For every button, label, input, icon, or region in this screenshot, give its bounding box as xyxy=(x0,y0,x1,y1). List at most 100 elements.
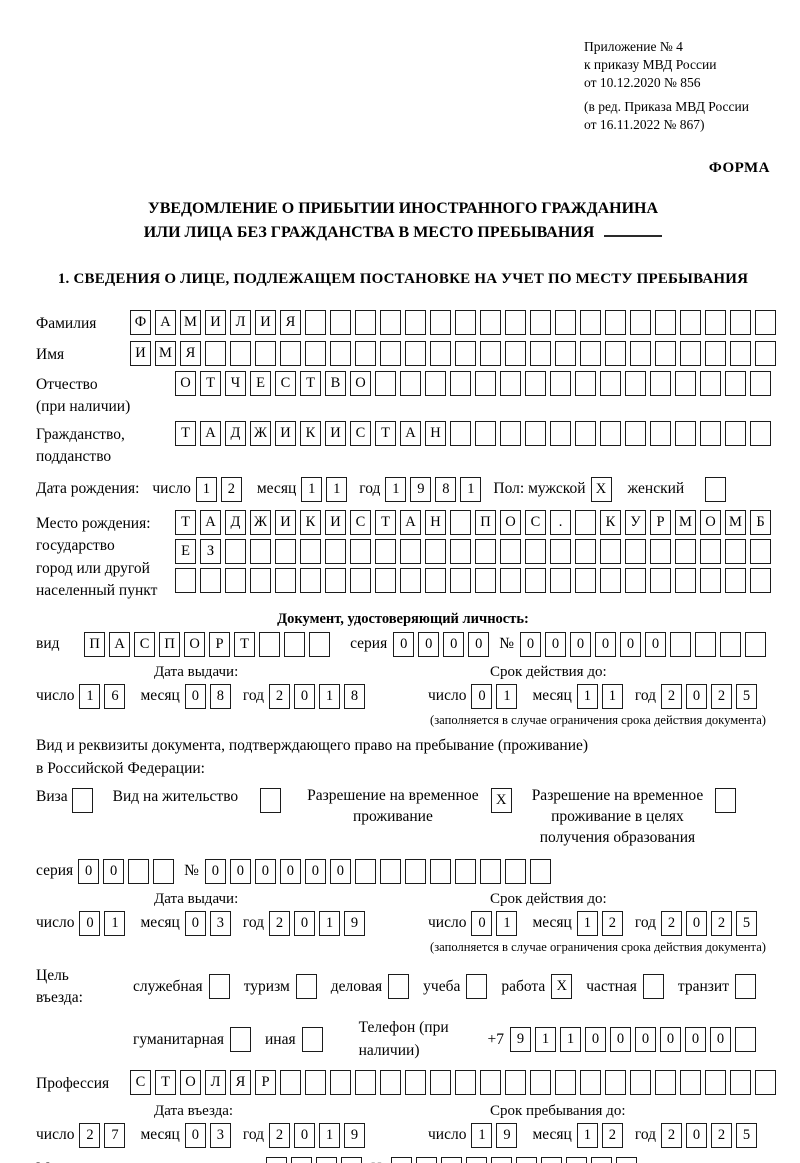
form-cell[interactable] xyxy=(475,420,496,446)
form-cell[interactable]: Т xyxy=(200,371,221,396)
form-cell[interactable] xyxy=(375,371,396,396)
form-cell[interactable] xyxy=(450,567,471,593)
form-cell[interactable] xyxy=(565,1156,587,1163)
form-cell[interactable]: 0 xyxy=(515,1156,537,1163)
form-cell[interactable]: 0 xyxy=(440,1156,462,1163)
form-cell[interactable] xyxy=(208,974,230,1000)
form-cell[interactable] xyxy=(730,310,751,336)
form-cell[interactable]: 5 xyxy=(736,683,758,709)
form-cell[interactable]: 0 xyxy=(254,858,276,884)
form-cell[interactable]: 9 xyxy=(410,476,432,502)
form-cell[interactable] xyxy=(700,371,721,396)
form-cell[interactable] xyxy=(230,340,251,366)
form-cell[interactable]: 2 xyxy=(711,910,733,936)
form-cell[interactable]: Л xyxy=(205,1070,226,1096)
form-cell[interactable]: Т xyxy=(234,631,256,657)
form-cell[interactable] xyxy=(730,340,751,366)
form-cell[interactable]: О xyxy=(700,509,721,535)
form-cell[interactable]: О xyxy=(180,1070,201,1096)
form-cell[interactable]: 0 xyxy=(341,1156,363,1163)
form-cell[interactable]: С xyxy=(525,509,546,535)
form-cell[interactable] xyxy=(450,538,471,564)
form-cell[interactable] xyxy=(755,310,776,336)
form-cell[interactable]: 0 xyxy=(471,910,493,936)
form-cell[interactable]: 0 xyxy=(443,631,465,657)
form-cell[interactable]: Е xyxy=(250,371,271,396)
form-cell[interactable]: 9 xyxy=(344,1122,366,1148)
form-cell[interactable]: Я xyxy=(280,310,301,336)
form-cell[interactable] xyxy=(600,538,621,564)
form-cell[interactable] xyxy=(735,974,756,1000)
form-cell[interactable]: 6 xyxy=(104,683,126,709)
form-cell[interactable] xyxy=(695,631,716,657)
form-cell[interactable] xyxy=(555,1070,576,1096)
form-cell[interactable] xyxy=(355,310,376,336)
form-cell[interactable]: 8 xyxy=(344,683,366,709)
form-cell[interactable]: 0 xyxy=(279,858,301,884)
form-cell[interactable] xyxy=(605,340,626,366)
form-cell[interactable]: 2 xyxy=(269,910,291,936)
form-cell[interactable]: 0 xyxy=(570,631,591,657)
form-cell[interactable] xyxy=(600,420,621,446)
form-cell[interactable] xyxy=(705,476,727,502)
form-cell[interactable] xyxy=(675,538,696,564)
form-cell[interactable]: А xyxy=(400,420,421,446)
form-cell[interactable]: 7 xyxy=(104,1122,126,1148)
form-cell[interactable] xyxy=(504,858,526,884)
form-cell[interactable]: 0 xyxy=(545,631,566,657)
form-cell[interactable]: 1 xyxy=(460,476,482,502)
form-cell[interactable]: 0 xyxy=(620,631,641,657)
form-cell[interactable] xyxy=(405,1070,426,1096)
form-cell[interactable]: 2 xyxy=(269,683,291,709)
form-cell[interactable] xyxy=(455,340,476,366)
form-cell[interactable] xyxy=(275,538,296,564)
form-cell[interactable] xyxy=(675,567,696,593)
form-cell[interactable] xyxy=(295,974,317,1000)
form-cell[interactable]: 0 xyxy=(294,910,316,936)
form-cell[interactable] xyxy=(466,974,488,1000)
form-cell[interactable]: А xyxy=(200,509,221,535)
form-cell[interactable] xyxy=(425,538,446,564)
form-cell[interactable]: Ч xyxy=(225,371,246,396)
form-cell[interactable]: 2 xyxy=(269,1122,291,1148)
form-cell[interactable] xyxy=(642,974,664,1000)
form-cell[interactable] xyxy=(350,567,371,593)
form-cell[interactable] xyxy=(450,509,471,535)
form-cell[interactable] xyxy=(500,538,521,564)
form-cell[interactable] xyxy=(625,420,646,446)
form-cell[interactable]: Т xyxy=(155,1070,176,1096)
form-cell[interactable]: 0 xyxy=(471,683,493,709)
form-cell[interactable] xyxy=(250,567,271,593)
form-cell[interactable] xyxy=(650,420,671,446)
form-cell[interactable]: 0 xyxy=(291,1156,313,1163)
form-cell[interactable] xyxy=(400,538,421,564)
form-cell[interactable]: 1 xyxy=(301,476,323,502)
form-cell[interactable] xyxy=(280,340,301,366)
form-cell[interactable] xyxy=(405,310,426,336)
form-cell[interactable] xyxy=(730,1070,751,1096)
form-cell[interactable] xyxy=(380,340,401,366)
form-cell[interactable] xyxy=(600,371,621,396)
form-cell[interactable] xyxy=(530,1070,551,1096)
form-cell[interactable]: К xyxy=(600,509,621,535)
form-cell[interactable]: С xyxy=(350,509,371,535)
form-cell[interactable]: 1 xyxy=(576,683,598,709)
form-cell[interactable] xyxy=(305,340,326,366)
form-cell[interactable] xyxy=(350,538,371,564)
form-cell[interactable] xyxy=(575,567,596,593)
form-cell[interactable] xyxy=(71,787,93,813)
form-cell[interactable]: X xyxy=(490,787,512,813)
form-cell[interactable] xyxy=(605,310,626,336)
form-cell[interactable] xyxy=(750,538,771,564)
form-cell[interactable]: Т xyxy=(175,420,196,446)
form-cell[interactable]: 2 xyxy=(601,910,623,936)
form-cell[interactable] xyxy=(625,371,646,396)
form-cell[interactable] xyxy=(429,858,451,884)
form-cell[interactable]: 2 xyxy=(661,683,683,709)
form-cell[interactable]: К xyxy=(300,509,321,535)
form-cell[interactable]: П xyxy=(84,631,106,657)
form-cell[interactable]: 0 xyxy=(610,1027,631,1053)
form-cell[interactable] xyxy=(725,538,746,564)
form-cell[interactable] xyxy=(354,858,376,884)
form-cell[interactable]: Ж xyxy=(250,509,271,535)
